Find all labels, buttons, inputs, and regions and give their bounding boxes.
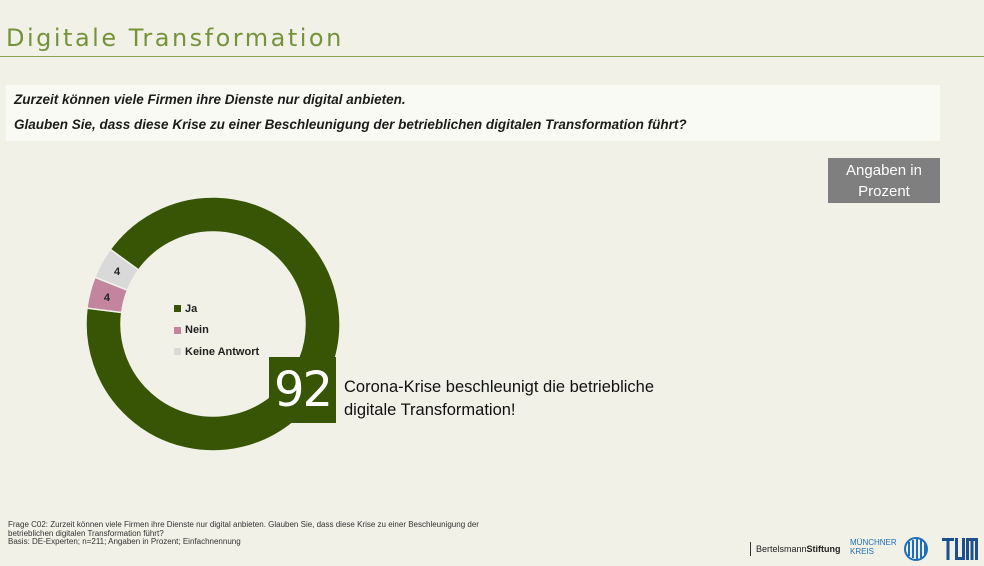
headline-text: Corona-Krise beschleunigt die betrieblic… [344, 378, 655, 419]
legend-item-ja: Ja [174, 298, 259, 320]
question-line-2: Glauben Sie, dass diese Krise zu einer B… [14, 117, 687, 132]
headline-value-box: 92 [269, 357, 336, 423]
page-title: Digitale Transformation [6, 24, 344, 52]
footnote-line-3: Basis: DE-Experten; n=211; Angaben in Pr… [8, 537, 241, 546]
bertelsmann-logo-bold: Stiftung [806, 544, 841, 554]
bertelsmann-logo-regular: Bertelsmann [756, 544, 807, 554]
donut-slice-keine-antwort [93, 248, 140, 292]
footnote-line-1: Frage C02: Zurzeit können viele Firmen i… [8, 520, 479, 529]
question-box: Zurzeit können viele Firmen ihre Dienste… [6, 85, 940, 141]
donut-label-keine-antwort: 4 [114, 266, 121, 278]
legend-swatch-ja [174, 305, 181, 313]
legend-swatch-nein [174, 326, 181, 334]
muenchner-kreis-line-1: MÜNCHNER [850, 538, 897, 547]
bertelsmann-logo: BertelsmannStiftung [750, 542, 841, 556]
muenchner-kreis-icon [904, 537, 928, 561]
donut-chart: 44 [85, 196, 341, 452]
legend-item-nein: Nein [174, 320, 259, 342]
legend-label-nein: Nein [185, 324, 209, 337]
legend-swatch-keine-antwort [174, 348, 181, 356]
legend-label-ja: Ja [185, 302, 198, 315]
logo-bar: BertelsmannStiftung MÜNCHNER KREIS [750, 536, 984, 564]
muenchner-kreis-line-2: KREIS [850, 547, 875, 556]
muenchner-kreis-logo: MÜNCHNER KREIS [850, 538, 897, 556]
footnote-line-2: betrieblichen digitalen Transformation f… [8, 528, 164, 538]
unit-badge-text: Angaben in Prozent [846, 161, 922, 200]
footnote: Frage C02: Zurzeit können viele Firmen i… [8, 520, 548, 547]
legend-item-keine-antwort: Keine Antwort [174, 341, 259, 363]
tum-logo [942, 538, 978, 560]
question-line-1: Zurzeit können viele Firmen ihre Dienste… [14, 92, 406, 107]
chart-legend: Ja Nein Keine Antwort [174, 298, 259, 363]
unit-badge: Angaben in Prozent [828, 158, 940, 203]
donut-slice-ja [85, 196, 341, 452]
title-divider [0, 56, 984, 57]
legend-label-keine-antwort: Keine Antwort [185, 345, 260, 358]
donut-label-nein: 4 [104, 292, 111, 304]
